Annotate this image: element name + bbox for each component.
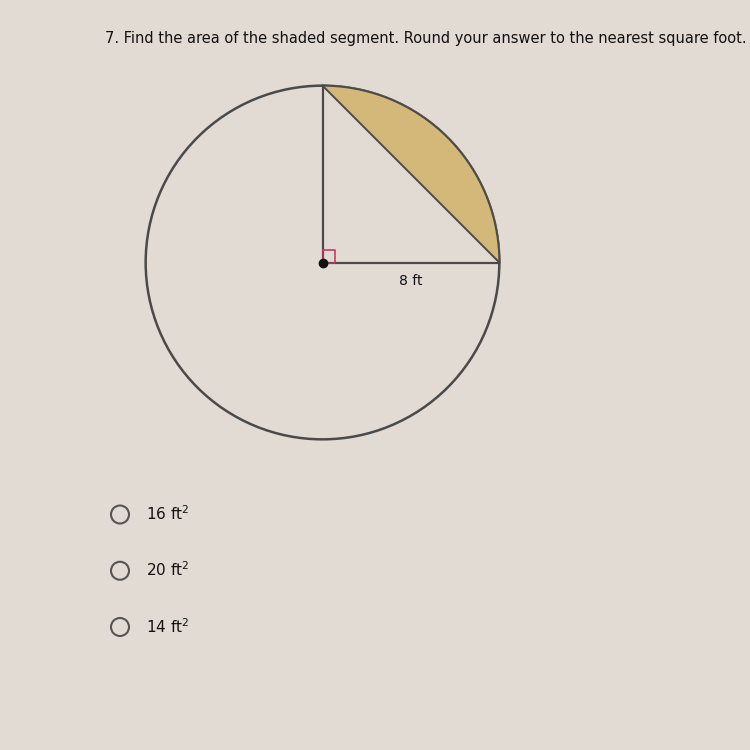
Text: 20 ft$^2$: 20 ft$^2$	[146, 561, 190, 579]
Polygon shape	[322, 86, 500, 262]
Text: 16 ft$^2$: 16 ft$^2$	[146, 505, 190, 523]
Text: 8 ft: 8 ft	[399, 274, 423, 287]
Text: 14 ft$^2$: 14 ft$^2$	[146, 617, 190, 635]
Text: 7. Find the area of the shaded segment. Round your answer to the nearest square : 7. Find the area of the shaded segment. …	[105, 32, 746, 46]
